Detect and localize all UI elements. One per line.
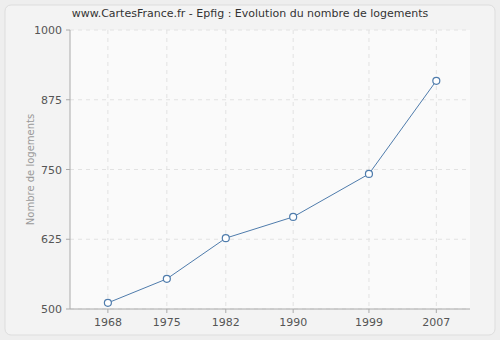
y-tick <box>66 309 70 310</box>
y-grid-line <box>70 309 470 310</box>
background <box>0 0 500 340</box>
series-line <box>108 81 436 303</box>
chart-root: www.CartesFrance.fr - Epfig : Evolution … <box>0 0 500 340</box>
x-tick <box>436 309 437 313</box>
x-tick-label: 1999 <box>355 316 383 329</box>
y-tick <box>66 239 70 240</box>
x-tick-label: 1975 <box>153 316 181 329</box>
data-point <box>290 213 297 220</box>
y-tick <box>66 169 70 170</box>
x-grid-line <box>166 30 167 309</box>
x-tick <box>107 309 108 313</box>
y-grid-line <box>70 239 470 240</box>
y-axis-label: Nombre de logements <box>25 114 36 225</box>
y-tick <box>66 99 70 100</box>
x-tick-label: 1982 <box>212 316 240 329</box>
x-grid-line <box>293 30 294 309</box>
title: www.CartesFrance.fr - Epfig : Evolution … <box>72 7 429 20</box>
y-grid-line <box>70 99 470 100</box>
panel <box>5 5 495 335</box>
data-point <box>222 235 229 242</box>
x-grid-line <box>368 30 369 309</box>
x-tick <box>225 309 226 313</box>
data-point <box>433 77 440 84</box>
data-point <box>365 170 372 177</box>
x-tick-label: 2007 <box>422 316 450 329</box>
data-point <box>104 299 111 306</box>
x-grid-line <box>225 30 226 309</box>
y-tick-label: 1000 <box>34 24 62 37</box>
y-grid-line <box>70 169 470 170</box>
y-tick-label: 750 <box>41 164 62 177</box>
x-tick <box>368 309 369 313</box>
y-tick-label: 875 <box>41 94 62 107</box>
data-point <box>163 275 170 282</box>
x-tick-label: 1968 <box>94 316 122 329</box>
y-axis <box>70 30 71 309</box>
y-grid-line <box>70 30 470 31</box>
x-grid-line <box>436 30 437 309</box>
chart-svg: www.CartesFrance.fr - Epfig : Evolution … <box>0 0 500 340</box>
x-tick <box>166 309 167 313</box>
x-tick-label: 1990 <box>279 316 307 329</box>
y-tick-label: 500 <box>41 303 62 316</box>
x-grid-line <box>107 30 108 309</box>
y-tick-label: 625 <box>41 233 62 246</box>
x-tick <box>293 309 294 313</box>
plot-area <box>70 30 470 309</box>
series-group <box>104 77 439 306</box>
y-tick <box>66 30 70 31</box>
x-axis <box>70 309 470 310</box>
